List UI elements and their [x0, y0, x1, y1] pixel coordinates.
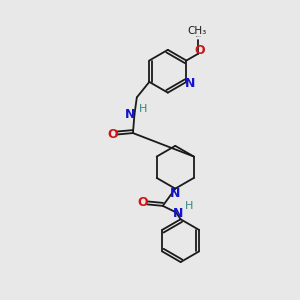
Text: N: N [185, 77, 195, 90]
Text: O: O [107, 128, 118, 141]
Text: N: N [125, 108, 136, 121]
Text: methoxy: methoxy [195, 36, 202, 37]
Text: H: H [184, 202, 193, 212]
Text: N: N [170, 188, 181, 200]
Text: CH₃: CH₃ [188, 26, 207, 36]
Text: O: O [138, 196, 148, 209]
Text: N: N [173, 207, 184, 220]
Text: H: H [139, 104, 147, 114]
Text: O: O [194, 44, 205, 57]
